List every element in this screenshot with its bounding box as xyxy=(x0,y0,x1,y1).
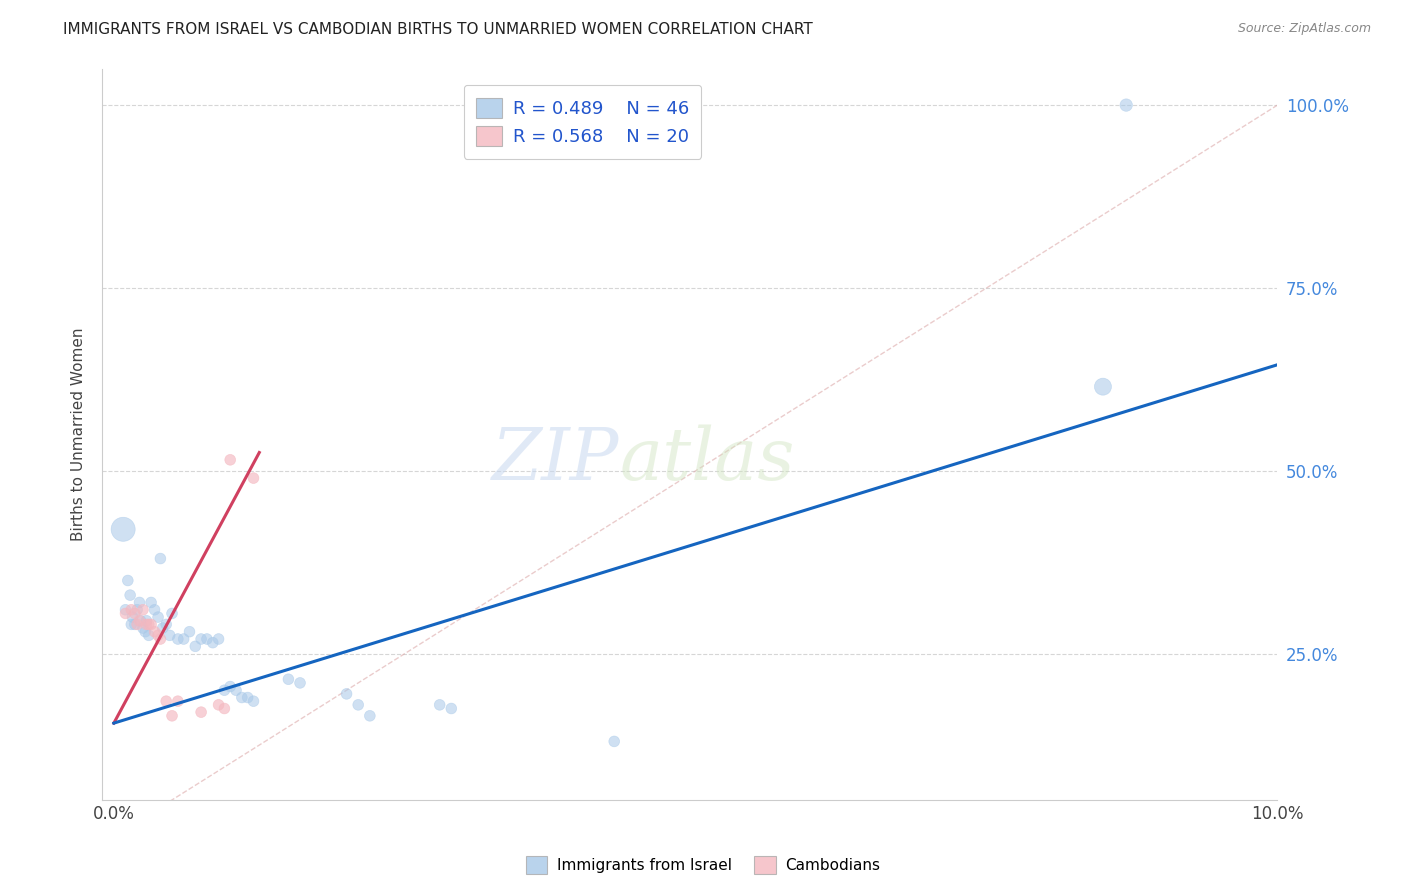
Point xyxy=(114,603,136,617)
Point xyxy=(143,603,166,617)
Text: Source: ZipAtlas.com: Source: ZipAtlas.com xyxy=(1237,22,1371,36)
Point xyxy=(127,617,149,632)
Point xyxy=(288,676,311,690)
Text: IMMIGRANTS FROM ISRAEL VS CAMBODIAN BIRTHS TO UNMARRIED WOMEN CORRELATION CHART: IMMIGRANTS FROM ISRAEL VS CAMBODIAN BIRT… xyxy=(63,22,813,37)
Point xyxy=(1115,98,1137,112)
Point xyxy=(143,624,166,639)
Point xyxy=(603,734,626,748)
Point xyxy=(184,640,207,654)
Point xyxy=(138,628,160,642)
Point xyxy=(190,632,212,646)
Point xyxy=(440,701,463,715)
Point xyxy=(214,683,236,698)
Point xyxy=(219,452,242,467)
Point xyxy=(166,694,188,708)
Point xyxy=(132,621,155,635)
Point xyxy=(359,708,381,723)
Point xyxy=(132,603,155,617)
Y-axis label: Births to Unmarried Women: Births to Unmarried Women xyxy=(72,327,86,541)
Point xyxy=(207,698,229,712)
Point xyxy=(152,621,174,635)
Point xyxy=(127,603,149,617)
Point xyxy=(120,603,142,617)
Point xyxy=(207,632,229,646)
Point xyxy=(160,708,183,723)
Point xyxy=(195,632,218,646)
Point xyxy=(114,607,136,621)
Point xyxy=(112,522,135,536)
Point xyxy=(146,610,169,624)
Point xyxy=(146,628,169,642)
Point xyxy=(173,632,195,646)
Point xyxy=(139,595,162,609)
Point xyxy=(120,588,142,602)
Point xyxy=(128,595,150,609)
Point xyxy=(129,614,152,628)
Point xyxy=(128,614,150,628)
Point xyxy=(242,694,264,708)
Point xyxy=(242,471,264,485)
Text: ZIP: ZIP xyxy=(492,425,619,495)
Point xyxy=(155,617,177,632)
Point xyxy=(134,624,156,639)
Legend: Immigrants from Israel, Cambodians: Immigrants from Israel, Cambodians xyxy=(520,850,886,880)
Point xyxy=(138,617,160,632)
Point xyxy=(429,698,451,712)
Point xyxy=(135,617,157,632)
Point xyxy=(155,694,177,708)
Point xyxy=(124,607,146,621)
Text: atlas: atlas xyxy=(619,425,794,495)
Point xyxy=(335,687,357,701)
Point xyxy=(117,574,139,588)
Point xyxy=(236,690,259,705)
Point xyxy=(159,628,181,642)
Point xyxy=(231,690,253,705)
Point xyxy=(219,680,242,694)
Point xyxy=(225,683,247,698)
Point xyxy=(160,607,183,621)
Point xyxy=(149,551,172,566)
Point xyxy=(135,614,157,628)
Point xyxy=(139,617,162,632)
Point xyxy=(190,705,212,719)
Point xyxy=(149,632,172,646)
Legend: R = 0.489    N = 46, R = 0.568    N = 20: R = 0.489 N = 46, R = 0.568 N = 20 xyxy=(464,85,702,159)
Point xyxy=(1091,379,1114,393)
Point xyxy=(214,701,236,715)
Point xyxy=(277,672,299,686)
Point xyxy=(347,698,370,712)
Point xyxy=(120,617,142,632)
Point xyxy=(179,624,201,639)
Point xyxy=(124,617,146,632)
Point xyxy=(166,632,188,646)
Point xyxy=(121,610,143,624)
Point xyxy=(201,635,224,649)
